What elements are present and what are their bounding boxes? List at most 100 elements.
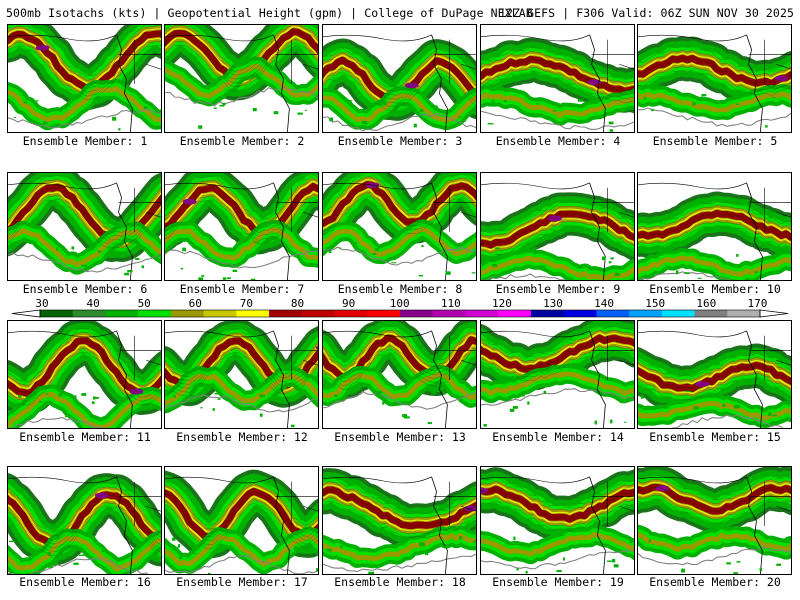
colorbar-swatch	[727, 310, 761, 317]
ensemble-map-11	[7, 320, 162, 429]
speed-speckle	[736, 254, 739, 257]
isotach-line	[165, 197, 318, 245]
isotach-line	[8, 344, 161, 398]
isotach-line	[638, 209, 791, 234]
speed-speckle	[533, 97, 538, 100]
ensemble-member-label: Ensemble Member: 13	[334, 430, 466, 444]
isotach-line	[8, 25, 161, 81]
speed-speckle	[776, 563, 782, 566]
ensemble-map-14	[480, 320, 635, 429]
colorbar-left-arrow	[11, 309, 41, 318]
ensemble-map-graphic	[638, 34, 791, 132]
isotach-line	[638, 65, 791, 92]
speed-speckle	[172, 537, 176, 541]
speed-speckle	[316, 567, 318, 572]
speed-speckle	[516, 568, 519, 571]
speed-speckle	[418, 275, 423, 277]
ensemble-map-2	[164, 24, 319, 133]
speed-speckle	[259, 394, 265, 398]
isotach-line	[481, 333, 634, 366]
ensemble-map-8	[322, 172, 477, 281]
speed-speckle	[403, 416, 410, 419]
speed-speckle	[305, 100, 309, 104]
coastline	[746, 34, 763, 132]
colorbar-tick-label: 100	[390, 297, 410, 310]
isotach-line	[165, 43, 318, 91]
speed-speckle	[22, 94, 27, 97]
coastline	[589, 476, 606, 574]
coastline	[589, 330, 606, 428]
isotach-line	[481, 201, 634, 234]
isotach-line	[638, 224, 791, 250]
speed-speckle	[520, 394, 525, 397]
isotach-line	[323, 489, 476, 526]
speed-speckle	[234, 405, 238, 407]
ensemble-map-3	[322, 24, 477, 133]
speed-speckle	[194, 553, 197, 555]
colorbar-swatch	[563, 310, 597, 317]
isotach-line	[323, 63, 476, 104]
speed-speckle	[64, 415, 67, 418]
speed-speckle	[352, 242, 357, 245]
isotach-line	[8, 332, 161, 386]
ensemble-member-label: Ensemble Member: 11	[19, 430, 151, 444]
isotach-line	[323, 485, 476, 523]
speed-speckle	[376, 390, 382, 394]
speed-speckle	[608, 121, 614, 125]
speed-speckle	[746, 404, 751, 407]
ensemble-map-5	[637, 24, 792, 133]
northern-coast	[165, 330, 274, 338]
isotach-line	[323, 188, 476, 228]
isotach-line	[481, 325, 634, 358]
speed-speckle	[124, 272, 129, 276]
speed-speckle	[47, 552, 51, 556]
speed-speckle	[177, 544, 181, 548]
isotach-line	[481, 492, 634, 524]
speed-speckle	[577, 99, 584, 102]
isotach-line	[481, 66, 634, 100]
speed-speckle	[218, 98, 222, 102]
isotach-line	[481, 484, 634, 516]
speed-speckle	[751, 106, 757, 110]
secondary-jet-band-2	[638, 91, 791, 113]
coastline	[273, 34, 290, 132]
colorbar-tick-label: 160	[696, 297, 716, 310]
speed-speckle	[754, 271, 759, 273]
colorbar-tick-label: 120	[492, 297, 512, 310]
colorbar-frame	[39, 309, 761, 318]
speed-speckle	[532, 247, 537, 250]
secondary-jet-band-2	[323, 93, 476, 123]
speed-speckle	[286, 560, 290, 563]
speed-speckle	[427, 422, 432, 425]
isotach-line	[638, 483, 791, 508]
speed-speckle	[421, 244, 424, 247]
isotach-line	[8, 352, 161, 406]
height-contour	[13, 416, 104, 428]
isotach-line	[323, 173, 476, 212]
northern-coast	[323, 34, 432, 42]
speed-speckle	[736, 561, 741, 563]
height-contour	[323, 112, 476, 132]
northern-coast	[638, 330, 747, 338]
isotach-line	[165, 495, 318, 542]
ensemble-member-label: Ensemble Member: 2	[179, 134, 305, 148]
speed-speckle	[46, 393, 49, 395]
speed-speckle	[594, 420, 597, 425]
colorbar-tick-label: 150	[645, 297, 665, 310]
northern-coast	[8, 330, 117, 338]
speed-speckle	[731, 540, 735, 542]
secondary-jet-band-2	[165, 533, 318, 567]
isotach-line	[8, 198, 161, 253]
colorbar-tick-label: 80	[291, 297, 304, 310]
coastline	[746, 182, 763, 280]
speed-speckle	[338, 247, 342, 249]
speed-speckle	[631, 244, 634, 246]
ensemble-map-graphic	[8, 173, 161, 280]
speed-speckle	[97, 250, 102, 253]
speed-speckle	[733, 572, 738, 574]
isotach-line	[165, 483, 318, 530]
coastline	[273, 476, 290, 574]
colorbar-swatch	[170, 310, 205, 317]
height-contour	[8, 108, 161, 129]
colorbar-swatch	[72, 310, 106, 317]
